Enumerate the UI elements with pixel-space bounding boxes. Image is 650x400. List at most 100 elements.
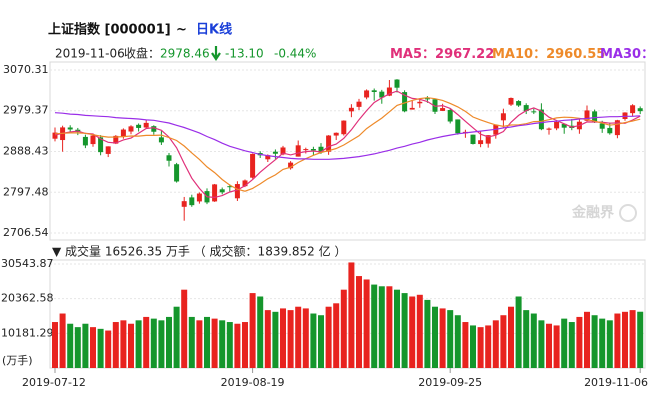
candle-body	[326, 135, 332, 152]
volume-bar	[363, 279, 370, 368]
candle-body	[212, 184, 218, 202]
x-tick-label: 2019-09-25	[418, 376, 482, 389]
ma-line	[54, 112, 641, 160]
legend-entry: MA10：2960.55	[492, 47, 605, 62]
volume-bar	[599, 318, 606, 368]
candle-body	[272, 151, 278, 154]
legend-name: MA30	[600, 47, 641, 62]
candle-body	[409, 107, 415, 110]
legend-name: MA5	[390, 47, 422, 62]
x-tick-label: 2019-07-12	[22, 376, 86, 389]
candle-body	[546, 128, 552, 130]
candle-body	[181, 201, 187, 207]
volume-bar	[249, 293, 256, 368]
volume-bar	[340, 289, 347, 368]
candle-body	[584, 110, 590, 121]
volume-bar	[150, 318, 157, 368]
close-value: 2978.46	[160, 47, 210, 61]
candle-body	[234, 184, 240, 199]
volume-bar	[181, 289, 188, 368]
volume-bar	[401, 293, 408, 368]
candle-body	[67, 127, 73, 130]
volume-bar	[523, 310, 530, 368]
volume-bar	[500, 315, 507, 368]
y-tick-label: 20362.58	[1, 292, 54, 305]
candle-body	[250, 153, 256, 178]
candle-body	[508, 97, 514, 105]
candle-body	[158, 137, 164, 143]
candle-body	[98, 137, 104, 153]
candle-body	[174, 164, 180, 182]
volume-bar	[538, 320, 545, 368]
candle-body	[394, 79, 400, 88]
volume-bar	[492, 320, 499, 368]
volume-bar	[576, 316, 583, 368]
candle-body	[341, 120, 347, 135]
candle-body	[470, 134, 476, 144]
title-separator: ~	[176, 23, 187, 38]
y-tick-label: 30543.87	[1, 257, 54, 270]
volume-bar	[112, 322, 119, 368]
change-pct: -0.44%	[274, 47, 316, 61]
volume-bar	[143, 316, 150, 368]
volume-bar	[74, 327, 81, 368]
volume-bar	[629, 310, 636, 368]
volume-bar	[158, 320, 165, 368]
volume-bar	[386, 286, 393, 368]
volume-bar	[378, 286, 385, 368]
volume-bar	[287, 310, 294, 368]
candle-body	[303, 149, 309, 151]
volume-bar	[264, 310, 271, 368]
candle-body	[90, 135, 96, 145]
volume-header: ▼ 成交量 16526.35 万手 （ 成交额：1839.852 亿 ）	[52, 244, 346, 259]
volume-bar	[325, 306, 332, 368]
y-tick-label: 2979.37	[3, 104, 49, 117]
candle-body	[554, 121, 560, 129]
candle-body	[485, 135, 491, 144]
candle-body	[227, 186, 233, 188]
y-tick-label: 3070.31	[3, 63, 49, 76]
candle-body	[136, 124, 142, 128]
legend-value: ：2967.22	[422, 47, 494, 62]
candle-body	[417, 101, 423, 104]
legend-value: ：2960.55	[533, 47, 605, 62]
candle-body	[478, 140, 484, 145]
candle-body	[440, 108, 446, 111]
volume-bar	[166, 316, 172, 368]
volume-bar	[211, 318, 218, 368]
candle-body	[128, 126, 134, 132]
volume-bar	[196, 320, 203, 368]
candle-body	[455, 119, 461, 134]
watermark-logo	[619, 204, 637, 222]
volume-bar	[280, 308, 286, 368]
volume-bar	[257, 296, 264, 368]
volume-bar	[219, 320, 226, 368]
change: -13.10	[225, 47, 264, 61]
candle-body	[523, 105, 529, 112]
legend-value: ：	[641, 47, 650, 62]
volume-bar	[272, 311, 279, 368]
volume-bar	[530, 313, 537, 368]
volume-bar	[424, 299, 431, 368]
candle-body	[242, 180, 248, 187]
volume-bar	[52, 322, 58, 368]
volume-bar	[477, 327, 484, 368]
volume-bar	[302, 308, 309, 368]
legend-entry: MA5：2967.22	[390, 47, 494, 62]
candle-body	[531, 111, 537, 113]
volume-bar	[242, 322, 248, 368]
volume-bar	[439, 308, 446, 368]
candle-body	[607, 127, 613, 134]
down-arrow	[211, 46, 221, 61]
candle-body	[166, 155, 172, 161]
volume-bar	[356, 276, 362, 368]
volume-bar	[584, 311, 590, 368]
volume-bar	[622, 311, 628, 368]
candle-body	[219, 189, 225, 193]
volume-bar	[120, 320, 127, 368]
volume-bar	[394, 289, 400, 368]
candle-body	[424, 98, 430, 100]
candle-body	[599, 123, 605, 129]
candle-body	[592, 111, 598, 123]
candle-body	[614, 120, 620, 136]
